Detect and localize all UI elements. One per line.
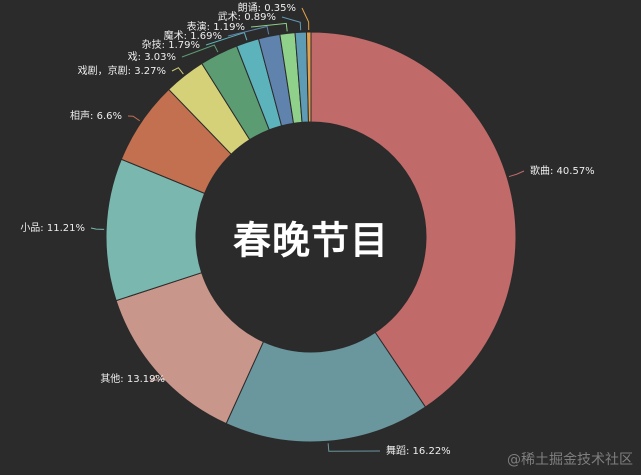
leader-line-2	[327, 443, 381, 452]
chart-title: 春晚节目	[232, 218, 390, 263]
slice-1[interactable]	[310, 31, 517, 408]
watermark: @稀土掘金技术社区	[507, 452, 633, 468]
slice-label-5: 相声: 6.6%	[70, 109, 122, 122]
leader-line-7	[181, 44, 219, 58]
labels-group: 歌曲: 40.57% 舞蹈: 16.22% 其他: 13.19% 小品: 11.21%…	[20, 2, 594, 457]
slice-label-1: 歌曲: 40.57%	[530, 164, 595, 177]
leader-line-12	[301, 7, 310, 31]
leader-line-1	[508, 170, 525, 178]
slice-label-2: 舞蹈: 16.22%	[386, 445, 451, 457]
leader-line-10	[250, 22, 288, 32]
leader-line-9	[227, 25, 270, 37]
leader-line-5	[127, 115, 141, 122]
slice-12[interactable]	[305, 31, 312, 123]
leader-line-6	[171, 67, 184, 75]
slice-label-11: 武术: 0.89%	[218, 10, 276, 23]
slice-label-3: 其他: 13.19%	[100, 372, 165, 385]
slice-label-8: 杂技: 1.79%	[142, 38, 200, 51]
slice-label-9: 魔术: 1.69%	[164, 29, 222, 42]
slice-label-6: 戏剧，京剧: 3.27%	[78, 64, 166, 77]
slice-label-12: 朗诵: 0.35%	[238, 2, 296, 14]
leader-line-11	[281, 16, 302, 31]
slice-label-4: 小品: 11.21%	[20, 222, 85, 234]
slice-label-10: 表演: 1.19%	[187, 20, 245, 33]
slice-label-7: 戏: 3.03%	[128, 51, 176, 63]
leader-line-4	[90, 227, 105, 230]
leader-line-8	[205, 31, 248, 46]
slices-group	[105, 31, 517, 443]
leader-line-3	[149, 374, 172, 381]
